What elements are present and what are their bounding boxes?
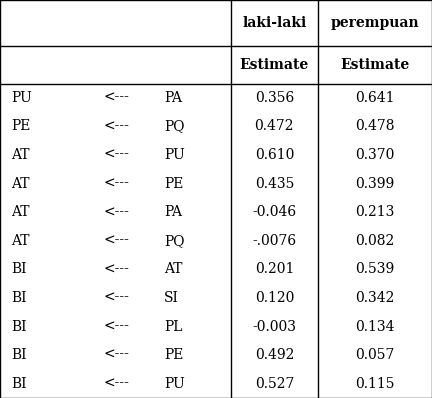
Text: BI: BI (11, 262, 26, 276)
Text: AT: AT (164, 262, 183, 276)
Text: 0.356: 0.356 (255, 91, 294, 105)
Text: PA: PA (164, 205, 182, 219)
Text: AT: AT (11, 177, 29, 191)
Text: <---: <--- (104, 205, 130, 219)
Text: PE: PE (11, 119, 30, 133)
Text: Estimate: Estimate (340, 58, 410, 72)
Text: <---: <--- (104, 148, 130, 162)
Text: -.0076: -.0076 (252, 234, 296, 248)
Text: <---: <--- (104, 291, 130, 305)
Text: <---: <--- (104, 119, 130, 133)
Text: PA: PA (164, 91, 182, 105)
Text: <---: <--- (104, 262, 130, 276)
Text: 0.370: 0.370 (355, 148, 394, 162)
Text: BI: BI (11, 320, 26, 334)
Text: laki-laki: laki-laki (242, 16, 306, 30)
Text: 0.213: 0.213 (355, 205, 394, 219)
Text: PU: PU (164, 377, 185, 391)
Text: 0.527: 0.527 (254, 377, 294, 391)
Text: 0.399: 0.399 (355, 177, 394, 191)
Text: <---: <--- (104, 177, 130, 191)
Text: -0.003: -0.003 (252, 320, 296, 334)
Text: 0.120: 0.120 (254, 291, 294, 305)
Text: 0.342: 0.342 (355, 291, 394, 305)
Text: PQ: PQ (164, 119, 184, 133)
Text: <---: <--- (104, 91, 130, 105)
Text: BI: BI (11, 291, 26, 305)
Text: perempuan: perempuan (330, 16, 419, 30)
Text: BI: BI (11, 348, 26, 362)
Text: 0.492: 0.492 (254, 348, 294, 362)
Text: 0.641: 0.641 (355, 91, 394, 105)
Text: PE: PE (164, 348, 184, 362)
Text: AT: AT (11, 234, 29, 248)
Text: 0.610: 0.610 (254, 148, 294, 162)
Text: PE: PE (164, 177, 184, 191)
Text: 0.539: 0.539 (355, 262, 394, 276)
Text: 0.472: 0.472 (254, 119, 294, 133)
Text: PQ: PQ (164, 234, 184, 248)
Text: -0.046: -0.046 (252, 205, 296, 219)
Text: SI: SI (164, 291, 179, 305)
Text: 0.201: 0.201 (254, 262, 294, 276)
Text: <---: <--- (104, 320, 130, 334)
Text: PL: PL (164, 320, 183, 334)
Text: 0.134: 0.134 (355, 320, 394, 334)
Text: Estimate: Estimate (240, 58, 309, 72)
Text: PU: PU (11, 91, 32, 105)
Text: 0.435: 0.435 (254, 177, 294, 191)
Text: <---: <--- (104, 348, 130, 362)
Text: PU: PU (164, 148, 185, 162)
Text: 0.082: 0.082 (355, 234, 394, 248)
Text: 0.115: 0.115 (355, 377, 394, 391)
Text: <---: <--- (104, 377, 130, 391)
Text: 0.057: 0.057 (355, 348, 394, 362)
Text: 0.478: 0.478 (355, 119, 394, 133)
Text: AT: AT (11, 205, 29, 219)
Text: <---: <--- (104, 234, 130, 248)
Text: AT: AT (11, 148, 29, 162)
Text: BI: BI (11, 377, 26, 391)
